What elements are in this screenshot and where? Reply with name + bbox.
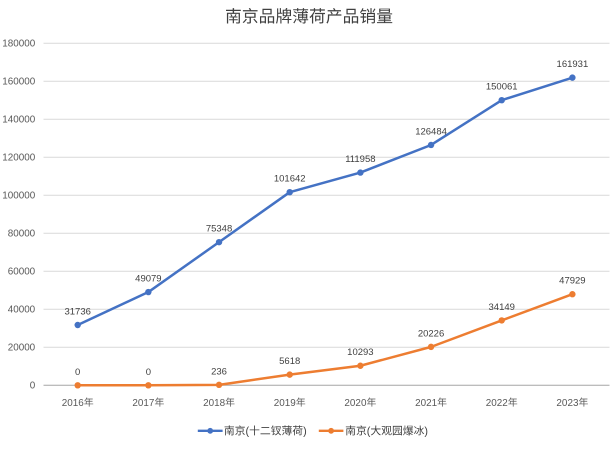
svg-text:): ): [303, 426, 307, 438]
svg-text:0: 0: [361, 398, 367, 409]
svg-text:0: 0: [491, 398, 497, 409]
svg-text:0: 0: [421, 398, 427, 409]
svg-text:0: 0: [146, 367, 151, 378]
svg-text:8: 8: [220, 398, 226, 409]
svg-text:180000: 180000: [2, 39, 35, 50]
svg-text:): ): [424, 426, 428, 438]
svg-text:20000: 20000: [8, 343, 36, 354]
svg-text:0: 0: [209, 398, 215, 409]
svg-text:(: (: [246, 426, 250, 438]
svg-text:161931: 161931: [557, 59, 589, 70]
svg-text:7: 7: [149, 398, 155, 409]
svg-text:10293: 10293: [347, 347, 373, 358]
svg-text:31736: 31736: [64, 307, 90, 318]
svg-text:0: 0: [30, 381, 36, 392]
svg-text:101642: 101642: [274, 174, 306, 185]
svg-text:2: 2: [415, 398, 421, 409]
svg-text:75348: 75348: [206, 224, 232, 235]
svg-text:2: 2: [486, 398, 492, 409]
svg-text:1: 1: [143, 398, 149, 409]
svg-text:40000: 40000: [8, 305, 36, 316]
svg-text:60000: 60000: [8, 267, 36, 278]
svg-text:160000: 160000: [2, 77, 35, 88]
svg-text:0: 0: [279, 398, 285, 409]
svg-text:47929: 47929: [559, 276, 585, 287]
svg-text:140000: 140000: [2, 115, 35, 126]
svg-text:0: 0: [350, 398, 356, 409]
svg-text:2: 2: [567, 398, 573, 409]
svg-text:5618: 5618: [279, 356, 300, 367]
svg-text:0: 0: [67, 398, 73, 409]
svg-text:1: 1: [285, 398, 291, 409]
svg-text:2: 2: [344, 398, 350, 409]
svg-text:34149: 34149: [489, 302, 515, 313]
svg-text:2: 2: [355, 398, 361, 409]
svg-text:6: 6: [78, 398, 84, 409]
svg-text:120000: 120000: [2, 153, 35, 164]
svg-text:111958: 111958: [345, 154, 375, 165]
svg-text:20226: 20226: [418, 328, 444, 339]
svg-text:1: 1: [214, 398, 220, 409]
svg-text:49079: 49079: [135, 274, 161, 285]
svg-text:2: 2: [132, 398, 138, 409]
svg-text:2: 2: [426, 398, 432, 409]
svg-text:2: 2: [556, 398, 562, 409]
svg-text:2: 2: [497, 398, 503, 409]
svg-text:0: 0: [138, 398, 144, 409]
svg-text:1: 1: [73, 398, 79, 409]
svg-text:2: 2: [62, 398, 68, 409]
svg-text:80000: 80000: [8, 229, 36, 240]
svg-text:100000: 100000: [2, 191, 35, 202]
svg-text:0: 0: [75, 367, 80, 378]
svg-text:236: 236: [211, 366, 227, 377]
svg-text:2: 2: [203, 398, 209, 409]
svg-text:150061: 150061: [486, 82, 518, 93]
svg-text:3: 3: [573, 398, 579, 409]
svg-text:2: 2: [274, 398, 280, 409]
svg-text:0: 0: [562, 398, 568, 409]
svg-text:(: (: [367, 426, 371, 438]
svg-text:2: 2: [502, 398, 508, 409]
svg-text:126484: 126484: [415, 126, 447, 137]
svg-text:1: 1: [432, 398, 438, 409]
svg-text:9: 9: [290, 398, 296, 409]
